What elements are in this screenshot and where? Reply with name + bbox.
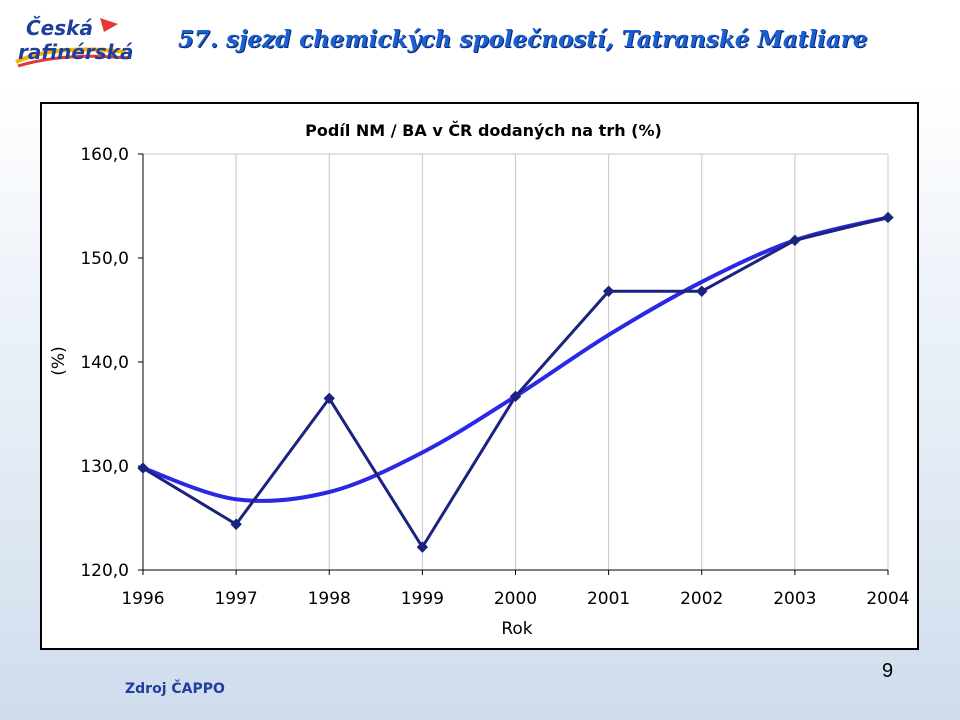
x-tick-label: 2002 [680, 589, 723, 609]
x-tick-label: 1999 [401, 589, 444, 609]
x-tick-label: 2003 [773, 589, 816, 609]
data-point-marker [137, 462, 149, 474]
slide-header: Česká rafinérská 57. sjezd chemických sp… [0, 0, 960, 90]
x-tick-label: 2000 [494, 589, 537, 609]
y-tick-label: 130,0 [80, 457, 129, 477]
y-tick-label: 120,0 [80, 561, 129, 581]
slide-title: 57. sjezd chemických společností, Tatran… [178, 26, 868, 53]
chart-axes [138, 153, 889, 575]
page-number: 9 [882, 660, 894, 682]
chart-title: Podíl NM / BA v ČR dodaných na trh (%) [305, 121, 662, 140]
y-tick-label: 160,0 [80, 145, 129, 165]
logo-line2: rafinérská [18, 40, 134, 64]
data-point-marker [602, 285, 615, 297]
data-point-marker [230, 518, 242, 530]
source-note: Zdroj ČAPPO [125, 681, 225, 697]
y-axis-label: (%) [49, 346, 69, 375]
logo-swoosh-icon [15, 18, 129, 68]
x-tick-label: 1998 [308, 589, 351, 609]
x-tick-label: 1996 [121, 589, 164, 609]
chart-panel [40, 102, 919, 650]
data-point-marker [416, 541, 429, 553]
chart-series [137, 211, 894, 553]
y-tick-label: 150,0 [80, 249, 129, 269]
logo-line1: Česká [26, 16, 93, 40]
company-logo: Česká rafinérská [14, 14, 134, 68]
data-point-marker [882, 211, 894, 224]
x-axis-label: Rok [501, 619, 532, 639]
chart-labels: 120,0 130,0 140,0 150,0 160,0 1996 1997 1998 199… [49, 121, 910, 639]
y-tick-label: 140,0 [80, 353, 129, 373]
x-tick-label: 2001 [587, 589, 630, 609]
x-tick-label: 1997 [214, 589, 257, 609]
data-point-marker [696, 285, 708, 297]
x-tick-label: 2004 [866, 589, 909, 609]
chart-grid [142, 153, 889, 570]
data-point-marker [323, 392, 335, 405]
data-point-marker [789, 234, 801, 247]
data-point-marker [509, 390, 522, 403]
